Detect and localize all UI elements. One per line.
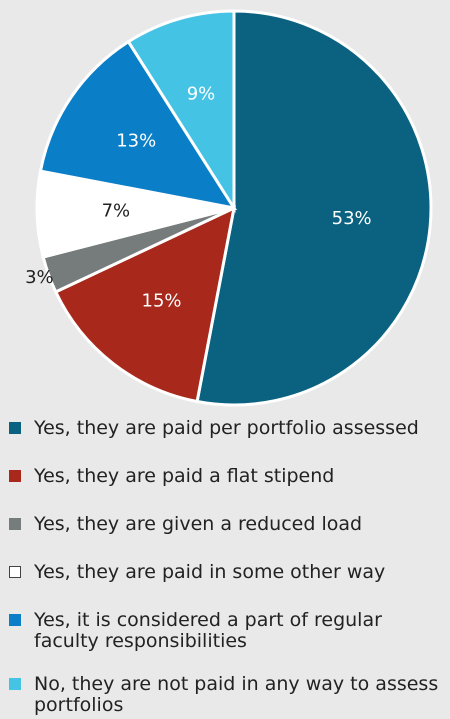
legend-entry: Yes, they are paid in some other way [9,561,446,583]
pie-slice [126,9,236,214]
legend-swatch [9,566,21,578]
data-label: 15% [142,290,182,311]
legend-swatch [9,678,21,690]
legend-entry: Yes, it is considered a part of regular … [9,609,446,652]
pie-slice [195,9,433,407]
legend-swatch [9,614,21,626]
legend-entry: Yes, they are paid per portfolio assesse… [9,417,446,439]
legend-entry: Yes, they are paid a flat stipend [9,465,446,487]
legend-label: Yes, they are paid in some other way [34,561,386,583]
legend-entry: Yes, they are given a reduced load [9,513,446,535]
data-label: 7% [102,201,131,222]
data-label: 9% [187,83,216,104]
legend-swatch [9,518,21,530]
pie-slice [53,205,237,404]
legend-entry: No, they are not paid in any way to asse… [9,673,446,716]
legend-label: Yes, they are paid a flat stipend [34,465,335,487]
legend-label: Yes, they are paid per portfolio assesse… [34,417,419,439]
legend-swatch [9,470,21,482]
pie-slice [38,39,238,211]
legend-label: Yes, it is considered a part of regular … [34,609,382,652]
legend-swatch [9,422,21,434]
data-label: 53% [332,208,372,229]
legend-label: No, they are not paid in any way to asse… [34,673,439,716]
data-label: 13% [116,131,156,152]
legend-label: Yes, they are given a reduced load [34,513,363,535]
data-label: 3% [25,267,54,288]
pie: 53% 15% 3% 7% 13% 9% [25,9,433,407]
